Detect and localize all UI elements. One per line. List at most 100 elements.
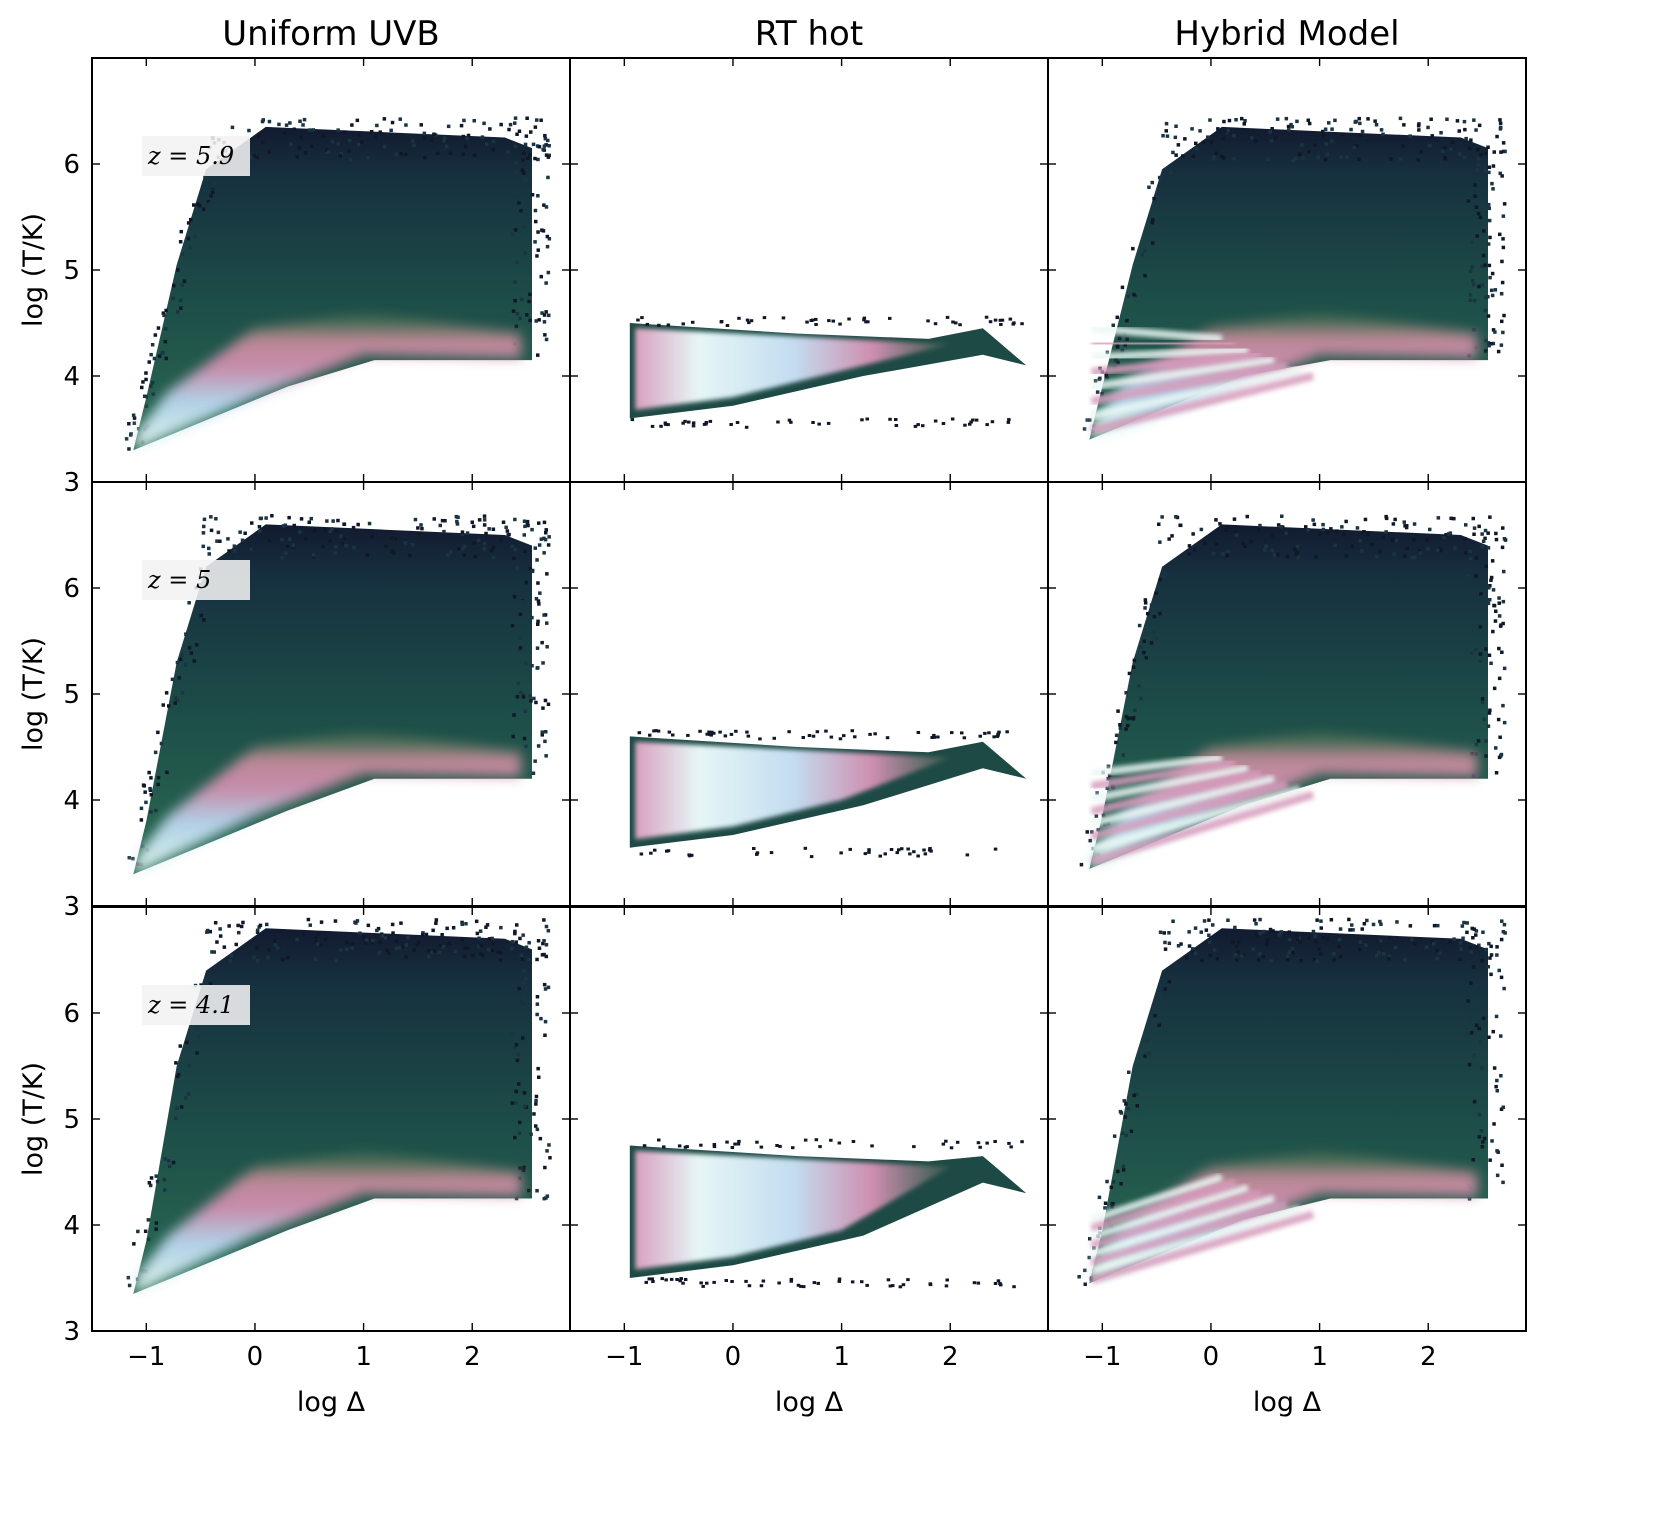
noise-pixel <box>1477 1135 1481 1139</box>
noise-pixel <box>471 953 475 958</box>
noise-pixel <box>528 566 533 571</box>
panel-1-2 <box>569 57 1049 483</box>
noise-pixel <box>1126 294 1130 299</box>
noise-pixel <box>775 1144 779 1147</box>
noise-pixel <box>1276 523 1281 527</box>
noise-pixel <box>127 447 131 451</box>
noise-pixel <box>1453 546 1457 550</box>
noise-pixel <box>1287 128 1291 132</box>
noise-pixel <box>1184 955 1189 960</box>
noise-pixel <box>175 660 180 665</box>
noise-pixel <box>149 793 153 797</box>
noise-pixel <box>1154 636 1159 640</box>
noise-pixel <box>463 946 467 950</box>
noise-pixel <box>1233 925 1237 930</box>
noise-pixel <box>1226 918 1230 922</box>
noise-pixel <box>440 933 444 937</box>
noise-pixel <box>681 322 685 326</box>
noise-pixel <box>1227 118 1232 123</box>
noise-pixel <box>416 940 421 944</box>
noise-pixel <box>1497 755 1502 760</box>
noise-pixel <box>154 808 158 813</box>
noise-pixel <box>186 221 191 225</box>
fan-stripe <box>1090 774 1275 828</box>
noise-pixel <box>1143 273 1147 278</box>
noise-pixel <box>681 421 685 425</box>
noise-pixel <box>255 928 260 933</box>
noise-pixel <box>1408 134 1412 138</box>
noise-pixel <box>1464 523 1468 527</box>
noise-pixel <box>998 1282 1002 1285</box>
noise-pixel <box>995 734 1000 738</box>
noise-pixel <box>523 524 527 529</box>
noise-pixel <box>1455 119 1460 123</box>
noise-pixel <box>936 735 940 739</box>
noise-pixel <box>542 551 546 555</box>
x-tick-label: −1 <box>605 1342 643 1372</box>
noise-pixel <box>1306 118 1310 122</box>
noise-pixel <box>515 566 519 570</box>
noise-pixel <box>1490 271 1495 276</box>
noise-pixel <box>1090 830 1094 834</box>
noise-pixel <box>461 134 466 139</box>
noise-pixel <box>153 333 158 337</box>
noise-pixel <box>1158 578 1162 582</box>
noise-pixel <box>725 1140 729 1144</box>
noise-pixel <box>1470 926 1474 931</box>
noise-pixel <box>1488 584 1492 588</box>
noise-pixel <box>535 995 540 999</box>
noise-pixel <box>522 519 527 523</box>
noise-pixel <box>1097 1195 1102 1200</box>
noise-pixel <box>853 735 857 739</box>
noise-pixel <box>178 657 183 662</box>
noise-pixel <box>1142 650 1146 655</box>
noise-pixel <box>1101 813 1106 817</box>
noise-pixel <box>801 736 805 739</box>
noise-pixel <box>513 280 517 284</box>
noise-pixel <box>949 1146 954 1150</box>
noise-pixel <box>1088 1237 1092 1241</box>
noise-pixel <box>180 283 185 288</box>
noise-pixel <box>202 517 207 522</box>
density-core <box>635 741 951 840</box>
noise-pixel <box>535 558 539 562</box>
noise-pixel <box>1191 947 1195 951</box>
noise-pixel <box>1488 515 1492 519</box>
noise-pixel <box>351 525 356 530</box>
noise-pixel <box>308 923 312 927</box>
noise-pixel <box>1448 940 1452 944</box>
density-ridge <box>135 312 522 451</box>
noise-pixel <box>529 699 533 703</box>
noise-pixel <box>273 939 277 943</box>
noise-pixel <box>542 144 547 148</box>
noise-pixel <box>499 925 503 930</box>
noise-pixel <box>930 736 934 739</box>
noise-pixel <box>1243 544 1247 548</box>
noise-pixel <box>745 318 750 322</box>
noise-pixel <box>218 927 222 931</box>
noise-pixel <box>1299 959 1303 963</box>
noise-pixel <box>681 1281 685 1285</box>
noise-pixel <box>1491 341 1496 346</box>
y-tick-label: 3 <box>63 468 80 498</box>
noise-pixel <box>227 924 231 928</box>
noise-pixel <box>429 138 434 142</box>
noise-pixel <box>1384 530 1388 534</box>
noise-pixel <box>687 420 691 424</box>
noise-pixel <box>1321 527 1326 532</box>
noise-pixel <box>1350 923 1354 927</box>
noise-pixel <box>1481 930 1485 934</box>
noise-pixel <box>1116 709 1120 713</box>
x-tick-label: −1 <box>1083 1342 1121 1372</box>
noise-pixel <box>180 653 184 657</box>
noise-pixel <box>1357 157 1361 162</box>
noise-pixel <box>523 251 527 255</box>
noise-pixel <box>669 1277 674 1281</box>
noise-pixel <box>426 949 431 953</box>
noise-pixel <box>921 424 925 428</box>
noise-pixel <box>1498 118 1502 122</box>
noise-pixel <box>464 922 468 926</box>
noise-pixel <box>440 518 445 523</box>
noise-pixel <box>1115 315 1119 320</box>
noise-pixel <box>1131 717 1135 721</box>
